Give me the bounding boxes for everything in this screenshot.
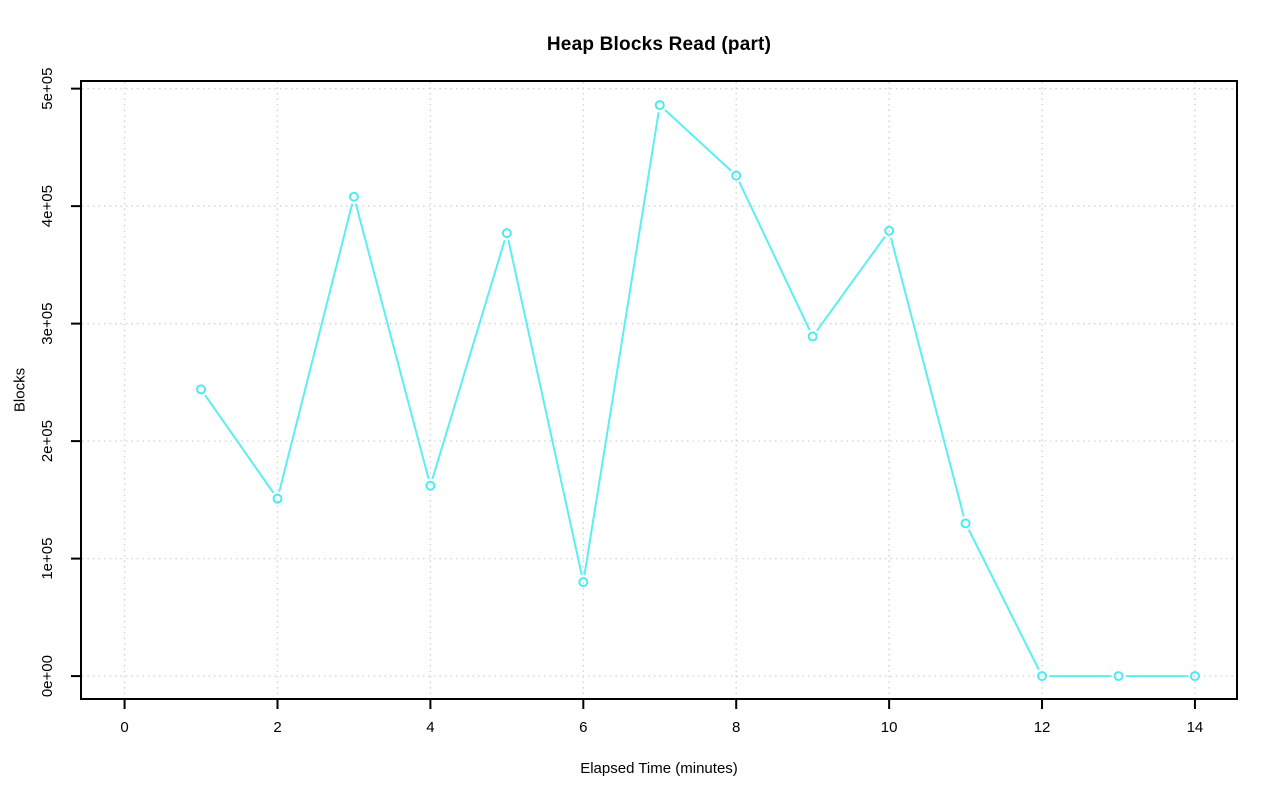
series-line-segment	[431, 239, 506, 480]
series-line-segment	[583, 111, 660, 576]
y-axis-title: Blocks	[11, 367, 29, 413]
data-point-marker	[1113, 671, 1124, 682]
series-line-segment	[507, 239, 583, 576]
y-tick-label: 1e+05	[39, 538, 56, 580]
data-point-marker	[272, 493, 283, 504]
data-point-marker	[1189, 671, 1200, 682]
series-line-segment	[204, 394, 274, 494]
series-line-segment	[738, 181, 811, 331]
data-point-marker	[654, 100, 665, 111]
data-point-marker	[578, 577, 589, 588]
y-tick-label: 0e+00	[39, 655, 56, 697]
plot-border	[80, 80, 1238, 700]
data-point-marker	[960, 518, 971, 529]
x-tick-label: 2	[273, 719, 281, 736]
x-tick-label: 12	[1034, 719, 1051, 736]
x-tick-label: 10	[881, 719, 898, 736]
x-tick-label: 14	[1187, 719, 1204, 736]
x-tick-label: 0	[120, 719, 128, 736]
series-line-segment	[890, 237, 965, 517]
data-point-marker	[196, 384, 207, 395]
y-tick-label: 2e+05	[39, 420, 56, 462]
series-line-segment	[816, 236, 886, 332]
x-tick-label: 6	[579, 719, 587, 736]
y-tick-label: 3e+05	[39, 303, 56, 345]
series-line-segment	[968, 529, 1040, 670]
chart-title: Heap Blocks Read (part)	[546, 34, 772, 55]
data-point-marker	[348, 191, 359, 202]
data-point-marker	[1037, 671, 1048, 682]
y-tick-label: 5e+05	[39, 68, 56, 110]
y-tick-label: 4e+05	[39, 185, 56, 227]
data-point-marker	[425, 480, 436, 491]
series-line-segment	[278, 203, 353, 492]
x-tick-label: 8	[732, 719, 740, 736]
data-point-marker	[807, 331, 818, 342]
data-point-marker	[884, 225, 895, 236]
x-tick-label: 4	[426, 719, 434, 736]
data-point-marker	[731, 170, 742, 181]
series-line-segment	[354, 203, 430, 480]
data-point-marker	[501, 228, 512, 239]
series-line-segment	[664, 109, 732, 172]
x-axis-title: Elapsed Time (minutes)	[580, 760, 738, 777]
